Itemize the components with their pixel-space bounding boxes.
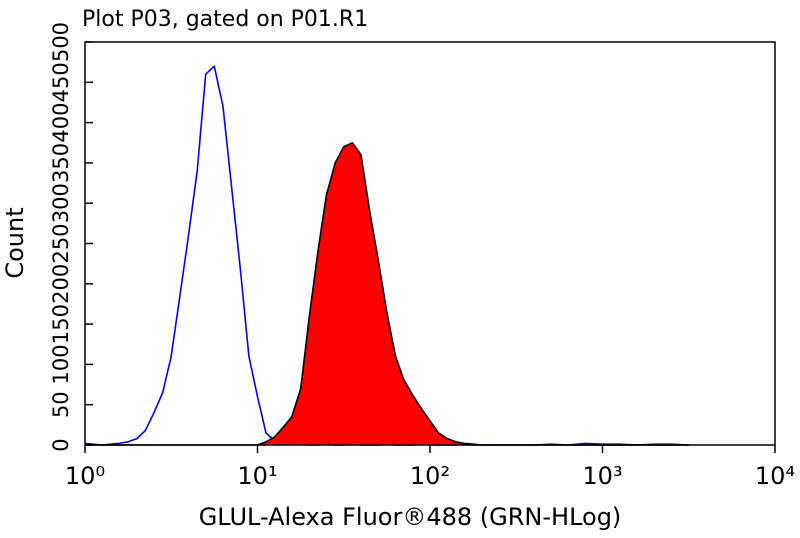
y-tick-label: 250	[49, 223, 73, 263]
plot-frame	[84, 41, 776, 446]
x-tick-label: 10¹	[237, 462, 277, 490]
y-tick-label: 300	[49, 183, 73, 223]
y-tick-label: 0	[49, 438, 73, 451]
x-tick-label: 10³	[582, 462, 622, 490]
y-axis-label: Count	[1, 207, 29, 278]
y-tick-label: 500	[49, 22, 73, 62]
y-tick-label: 400	[49, 103, 73, 143]
y-tick-label: 350	[49, 143, 73, 183]
x-tick-label: 10⁰	[65, 462, 105, 490]
area-fill	[85, 142, 689, 446]
plot-area	[84, 65, 689, 446]
y-tick-label: 450	[49, 62, 73, 102]
y-tick-label: 50	[49, 391, 73, 418]
y-tick-label: 150	[49, 304, 73, 344]
y-tick-label: 100	[49, 344, 73, 384]
x-axis-label: GLUL-Alexa Fluor®488 (GRN-HLog)	[199, 503, 622, 531]
chart-title: Plot P03, gated on P01.R1	[82, 7, 368, 32]
x-tick-label: 10⁴	[755, 462, 795, 490]
y-tick-label: 200	[49, 264, 73, 304]
x-tick-label: 10²	[410, 462, 450, 490]
